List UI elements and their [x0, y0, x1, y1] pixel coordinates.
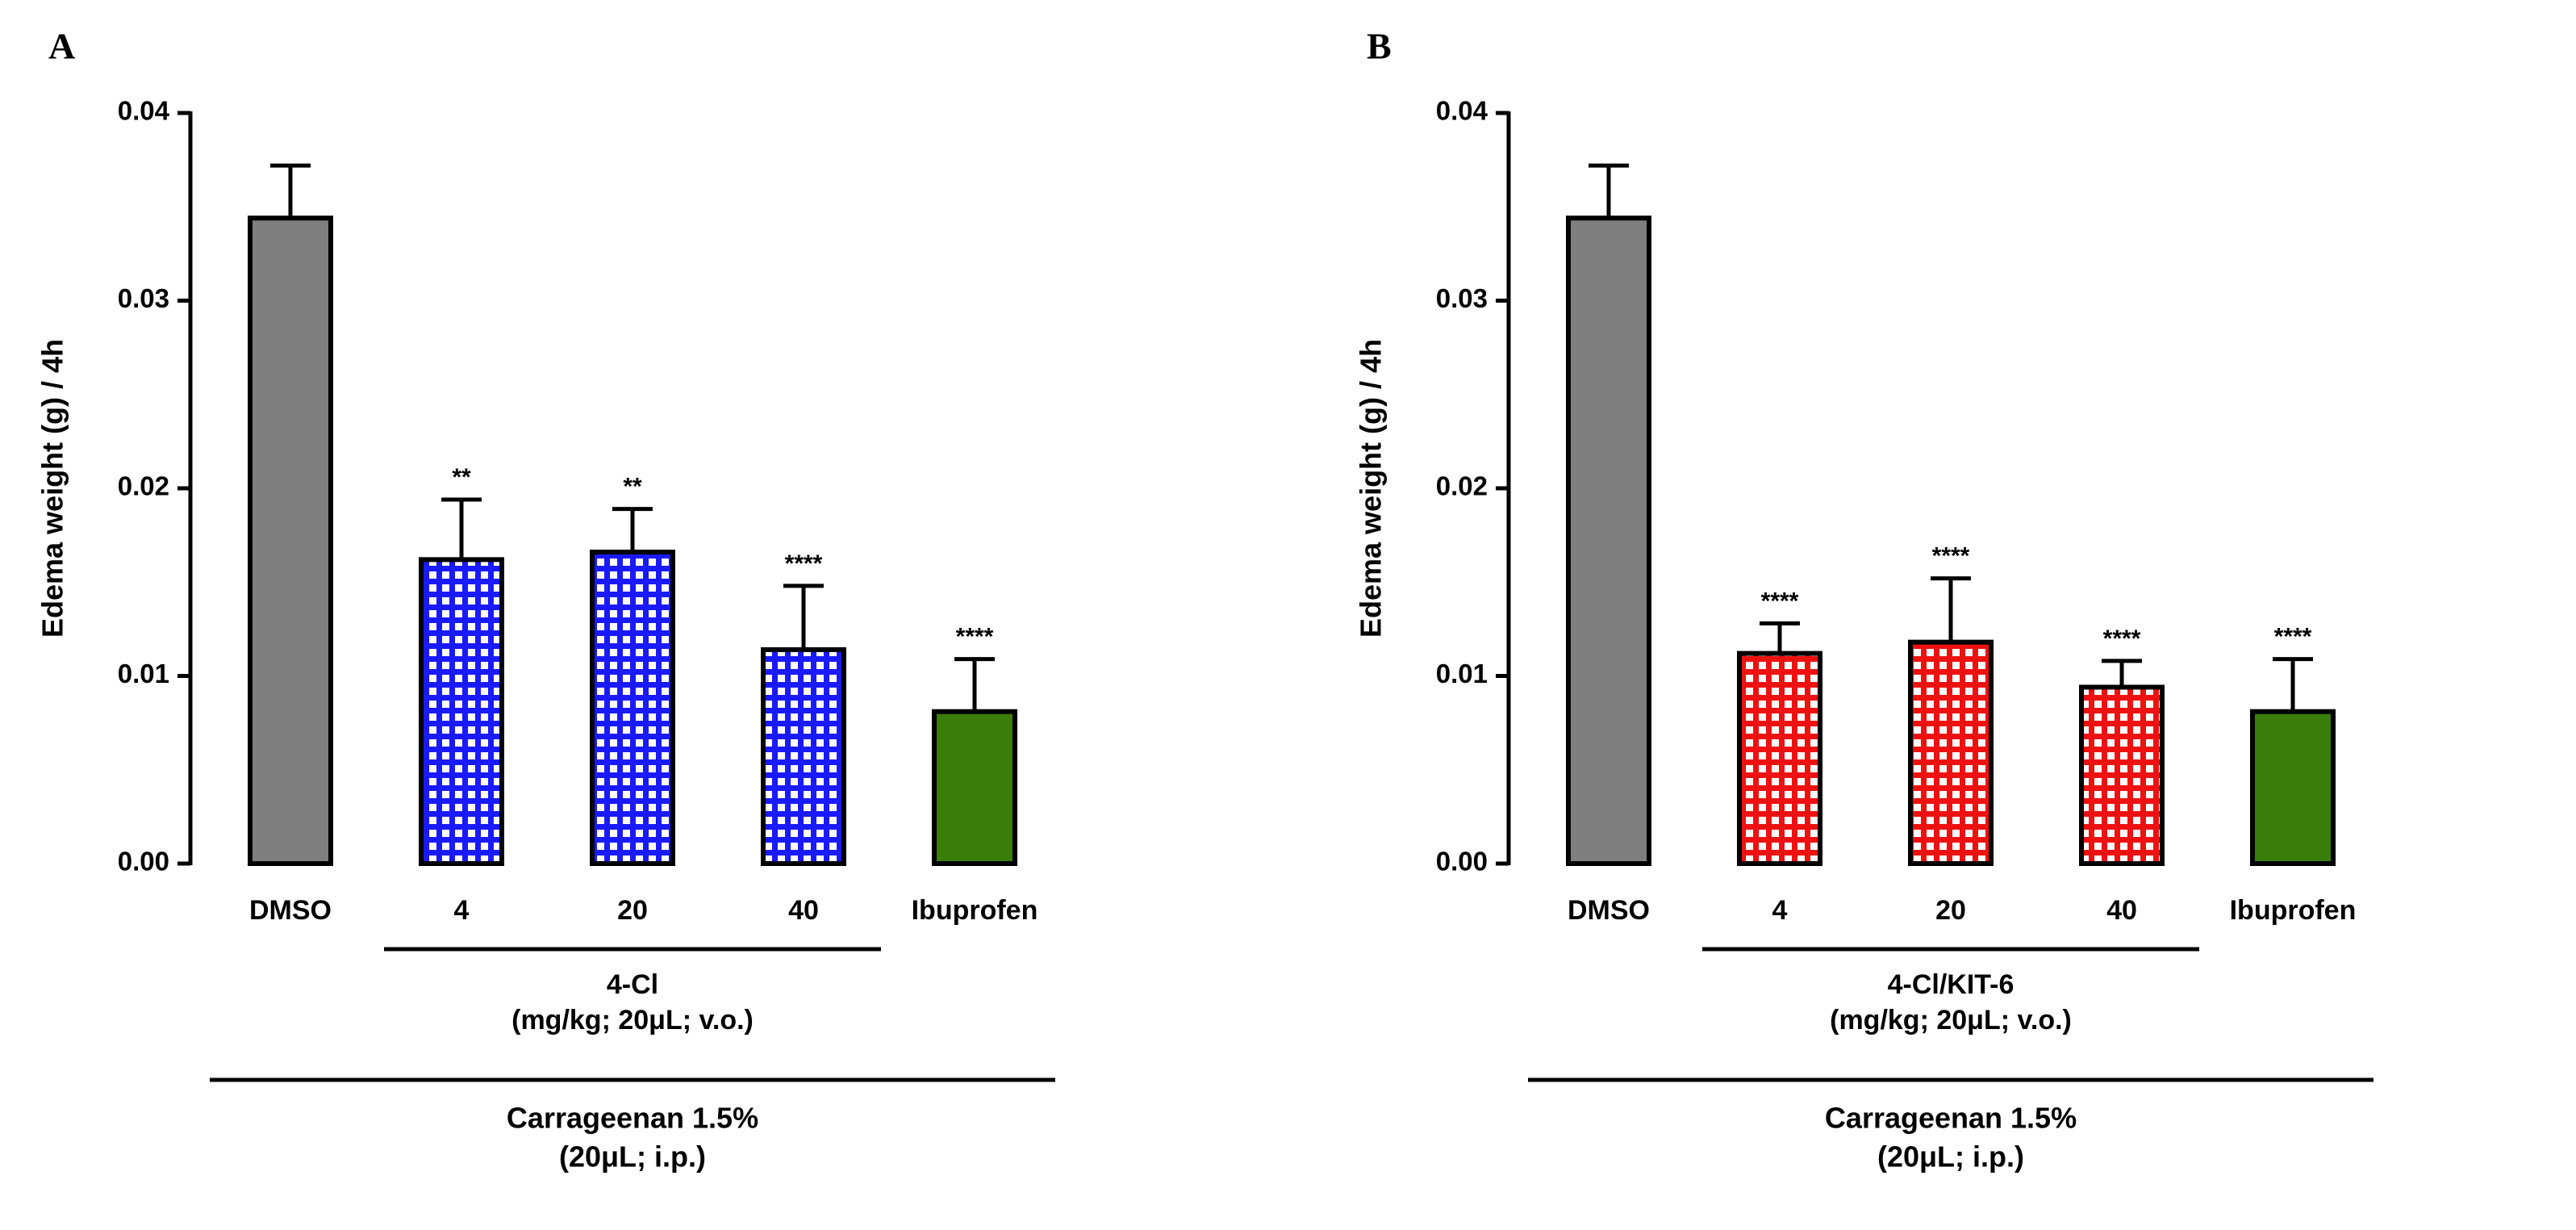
panel-label: A	[48, 26, 75, 67]
significance: ****	[1761, 588, 1799, 614]
y-axis-label: Edema weight (g) / 4h	[36, 339, 69, 638]
y-tick-label: 0.00	[118, 847, 169, 876]
significance: **	[623, 473, 642, 500]
x-tick-label: 40	[2106, 895, 2137, 926]
x-tick-label: 4	[454, 895, 470, 926]
panel-label: B	[1367, 26, 1392, 67]
outer-label: Carrageenan 1.5%	[507, 1102, 758, 1135]
outer-label: Carrageenan 1.5%	[1825, 1102, 2077, 1135]
significance: ****	[2103, 625, 2141, 652]
outer-note: (20μL; i.p.)	[1877, 1140, 2024, 1174]
outer-note: (20μL; i.p.)	[559, 1140, 706, 1174]
significance: ****	[785, 550, 823, 577]
bar	[1908, 639, 1994, 867]
bar	[1737, 651, 1822, 866]
y-axis-label: Edema weight (g) / 4h	[1355, 339, 1388, 638]
x-tick-label: DMSO	[1568, 895, 1650, 926]
bar	[1566, 215, 1651, 866]
significance: **	[452, 464, 471, 491]
x-tick-label: Ibuprofen	[912, 895, 1038, 926]
x-tick-label: 20	[617, 895, 648, 926]
subgroup-label: 4-Cl	[607, 969, 658, 1000]
y-tick-label: 0.02	[1436, 471, 1488, 501]
bar	[932, 709, 1017, 866]
subgroup-note: (mg/kg; 20μL; v.o.)	[511, 1005, 754, 1035]
x-tick-label: 20	[1935, 895, 1966, 926]
y-tick-label: 0.01	[1436, 659, 1488, 688]
x-tick-label: Ibuprofen	[2230, 895, 2357, 926]
subgroup-label: 4-Cl/KIT-6	[1888, 969, 2014, 1000]
subgroup-note: (mg/kg; 20μL; v.o.)	[1830, 1005, 2072, 1035]
bar	[419, 557, 504, 866]
significance: ****	[956, 623, 994, 650]
y-tick-label: 0.04	[1436, 96, 1488, 126]
y-tick-label: 0.02	[118, 471, 169, 501]
bar	[590, 550, 675, 866]
x-tick-label: 40	[788, 895, 819, 926]
x-tick-label: DMSO	[249, 895, 332, 926]
significance: ****	[2274, 623, 2312, 650]
y-tick-label: 0.03	[1436, 283, 1488, 313]
y-tick-label: 0.04	[118, 96, 170, 126]
bar	[761, 646, 846, 866]
bar	[2250, 709, 2336, 866]
bar	[2079, 684, 2165, 867]
y-tick-label: 0.01	[118, 659, 169, 688]
bar	[248, 215, 333, 866]
y-tick-label: 0.03	[118, 283, 169, 313]
significance: ****	[1932, 543, 1970, 570]
x-tick-label: 4	[1772, 895, 1788, 926]
y-tick-label: 0.00	[1436, 847, 1488, 876]
